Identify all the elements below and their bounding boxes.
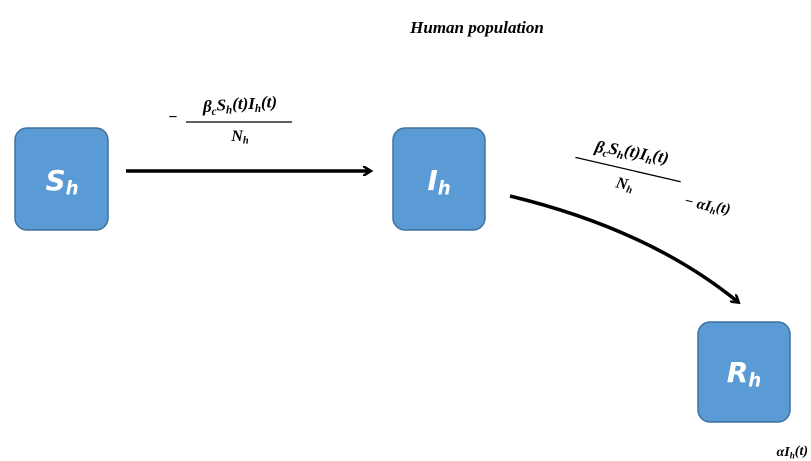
term: − αIh(t) [682, 192, 732, 221]
arrow [509, 194, 738, 302]
text-part: (t) [651, 146, 671, 168]
subscript: c [212, 106, 217, 118]
text-part: N [230, 128, 244, 145]
denominator: Nh [613, 174, 635, 196]
text-part: R [727, 356, 749, 389]
subscript: h [243, 136, 249, 147]
subscript: h [644, 154, 653, 167]
text-part: N [613, 174, 630, 194]
node-label: Sh [45, 164, 78, 200]
numerator: βcSh(t)Ih(t) [202, 93, 277, 118]
text-part: (t) [261, 93, 277, 112]
node-box [14, 127, 109, 231]
subscript: h [790, 450, 795, 460]
text-part: S [45, 164, 65, 197]
text-part: S [607, 138, 621, 159]
text-part: S [217, 96, 226, 115]
node-box [392, 127, 486, 231]
text-part: I [427, 164, 437, 197]
outflow-label: αIh(t) [777, 444, 808, 461]
text-part: β [592, 137, 606, 158]
text-part: (t)I [232, 94, 256, 113]
subscript: h [616, 149, 625, 162]
text-part: − αI [683, 193, 714, 215]
subscript: h [226, 104, 232, 116]
node-label: Ih [427, 164, 450, 200]
text-part: β [202, 97, 212, 116]
subscript: h [709, 206, 717, 218]
text-part: (t)I [622, 141, 650, 165]
subscript: h [625, 184, 633, 196]
sign: − [168, 109, 178, 126]
text-part: (t) [714, 199, 731, 218]
node-box [697, 321, 791, 423]
numerator: βcSh(t)Ih(t) [592, 132, 671, 173]
title: Human population [409, 18, 544, 37]
fraction-bar [575, 156, 681, 183]
subscript: c [601, 147, 609, 160]
subscript: h [438, 179, 451, 200]
text-part: αI [777, 445, 791, 460]
subscript: h [255, 103, 261, 115]
text-part: (t) [795, 444, 808, 459]
denominator: Nh [230, 128, 249, 147]
subscript: h [66, 179, 79, 200]
subscript: h [748, 371, 761, 392]
node-label: Rh [727, 356, 762, 392]
